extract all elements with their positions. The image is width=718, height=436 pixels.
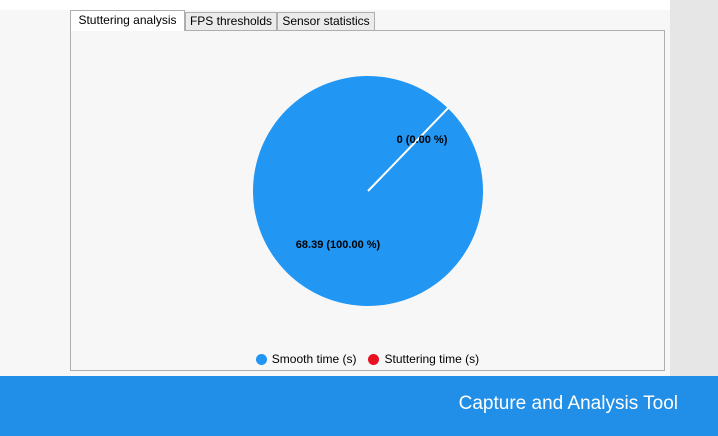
data-label-smooth: 68.39 (100.00 %)	[296, 239, 381, 251]
chart-legend: Smooth time (s) Stuttering time (s)	[71, 349, 664, 369]
legend-marker-smooth	[255, 353, 267, 365]
window-right-gutter	[670, 0, 718, 376]
legend-item-smooth[interactable]: Smooth time (s)	[255, 352, 357, 366]
tab-sensor-statistics[interactable]: Sensor statistics	[277, 12, 375, 30]
legend-marker-stuttering	[368, 353, 380, 365]
stuttering-chart-area: 68.39 (100.00 %) 0 (0.00 %) Smooth time …	[70, 30, 665, 371]
legend-item-stuttering[interactable]: Stuttering time (s)	[368, 352, 479, 366]
app-title: Capture and Analysis Tool	[458, 393, 678, 414]
legend-label-stuttering: Stuttering time (s)	[384, 352, 480, 366]
legend-label-smooth: Smooth time (s)	[271, 352, 357, 366]
tab-fps-thresholds[interactable]: FPS thresholds	[185, 12, 277, 30]
data-label-stuttering: 0 (0.00 %)	[397, 134, 448, 146]
app-footer-bar: Capture and Analysis Tool	[0, 376, 718, 436]
pie-slice-stuttering	[367, 106, 450, 192]
analysis-tab-panel: Stuttering analysis FPS thresholds Senso…	[70, 10, 670, 376]
window-top-strip	[0, 0, 670, 10]
tab-stuttering-analysis[interactable]: Stuttering analysis	[70, 10, 185, 31]
pie-chart: 68.39 (100.00 %) 0 (0.00 %)	[253, 76, 483, 306]
